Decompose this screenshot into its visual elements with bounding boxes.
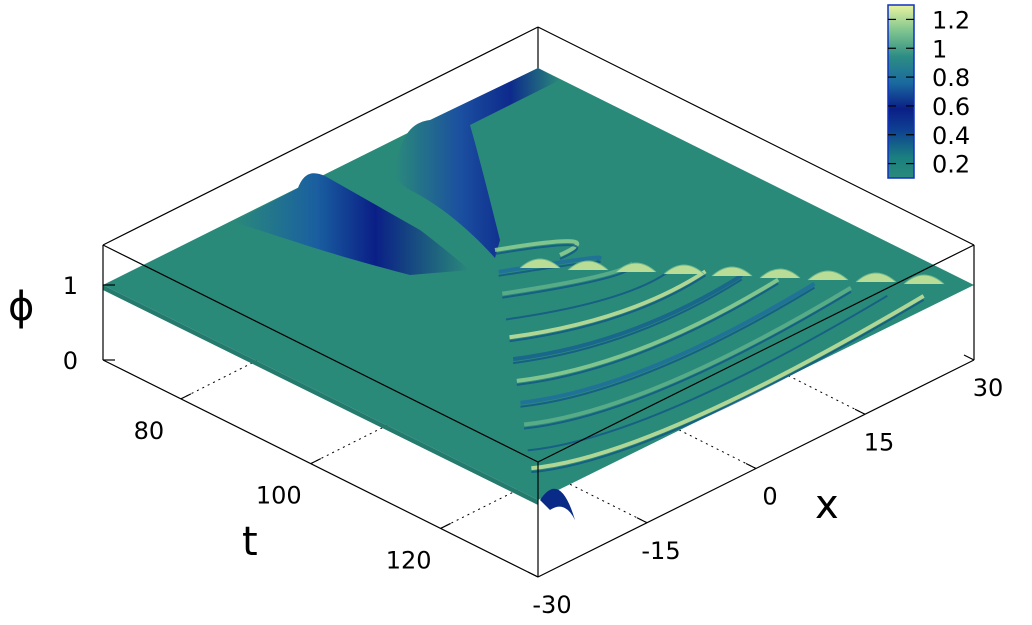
x-tick-label: 0 — [762, 483, 777, 511]
t-tick-label: 80 — [134, 417, 165, 445]
x-tick — [963, 354, 975, 361]
ripple-band — [512, 273, 743, 362]
colorbar-tick-label: 1.2 — [932, 6, 970, 34]
axis-tick-labels: -30 -15 0 15 30 80 100 120 0 1 — [63, 272, 1004, 619]
box-edge — [537, 26, 975, 246]
z-axis-label: ϕ — [8, 284, 34, 330]
surface — [103, 68, 974, 520]
ripple-peak — [663, 264, 705, 275]
ripple-band — [520, 281, 816, 405]
ripple-band — [527, 294, 888, 452]
surface-plane — [103, 68, 974, 500]
t-tick — [310, 458, 322, 465]
x-tick-label: 15 — [864, 428, 895, 456]
ripple-peak — [855, 272, 897, 283]
ripple-peak — [807, 270, 849, 281]
ripple-band — [523, 290, 852, 430]
surface-bump — [394, 68, 560, 258]
colorbar-ticks: 1.210.80.60.40.2 — [888, 6, 970, 179]
ripple-peak — [519, 258, 561, 269]
colorbar-tick-label: 1 — [932, 35, 947, 63]
x-tick-label: -30 — [532, 591, 571, 619]
surface-bump — [233, 173, 470, 275]
ripple-band — [509, 269, 707, 340]
t-tick-label: 120 — [386, 546, 432, 574]
ripple-peak — [615, 262, 657, 273]
z-tick-label: 0 — [63, 347, 78, 375]
ripple-peak — [759, 268, 801, 279]
ripple-band — [494, 244, 579, 260]
box-edge — [102, 244, 539, 463]
colorbar-tick-label: 0.2 — [932, 151, 970, 179]
ripple-band — [505, 265, 671, 318]
ripple-peak — [567, 260, 609, 271]
colorbar-strip — [887, 4, 915, 179]
axis-ticks — [103, 284, 975, 578]
surface-dip — [540, 488, 575, 520]
x-tick — [745, 462, 757, 470]
ripple-band — [527, 290, 889, 449]
t-tick — [440, 522, 451, 529]
x-tick — [636, 517, 648, 524]
z-tick-label: 1 — [63, 272, 78, 300]
ripple-peak — [711, 266, 753, 277]
x-tick — [854, 408, 866, 415]
ripple-band — [523, 286, 852, 427]
ripple-band — [509, 274, 707, 343]
x-axis-label: x — [815, 482, 839, 528]
ripple-band — [494, 239, 580, 257]
colorbar-tick-label: 0.6 — [932, 93, 970, 121]
x-tick — [527, 571, 539, 578]
box-edge — [102, 359, 539, 578]
colorbar: 1.210.80.60.40.2 — [887, 4, 970, 179]
colorbar-tick-label: 0.8 — [932, 64, 970, 92]
x-tick-label: 30 — [973, 374, 1004, 402]
ripple-band — [531, 294, 925, 471]
t-tick — [180, 393, 192, 400]
surface-edge-left — [103, 285, 538, 505]
x-tick-label: -15 — [641, 537, 680, 565]
ripple-band — [513, 278, 743, 365]
ripple-band — [516, 277, 780, 383]
box-edge — [537, 244, 975, 463]
ripple-band — [505, 270, 670, 321]
t-axis-label: t — [242, 519, 258, 565]
ripple-band — [516, 282, 779, 386]
ripple-peak — [903, 274, 945, 285]
ripple-band — [531, 299, 925, 474]
colorbar-tick-label: 0.4 — [932, 122, 970, 150]
box-edge — [102, 26, 539, 246]
ripples — [494, 239, 945, 520]
ripple-band — [520, 286, 816, 408]
t-tick-label: 100 — [256, 482, 302, 510]
